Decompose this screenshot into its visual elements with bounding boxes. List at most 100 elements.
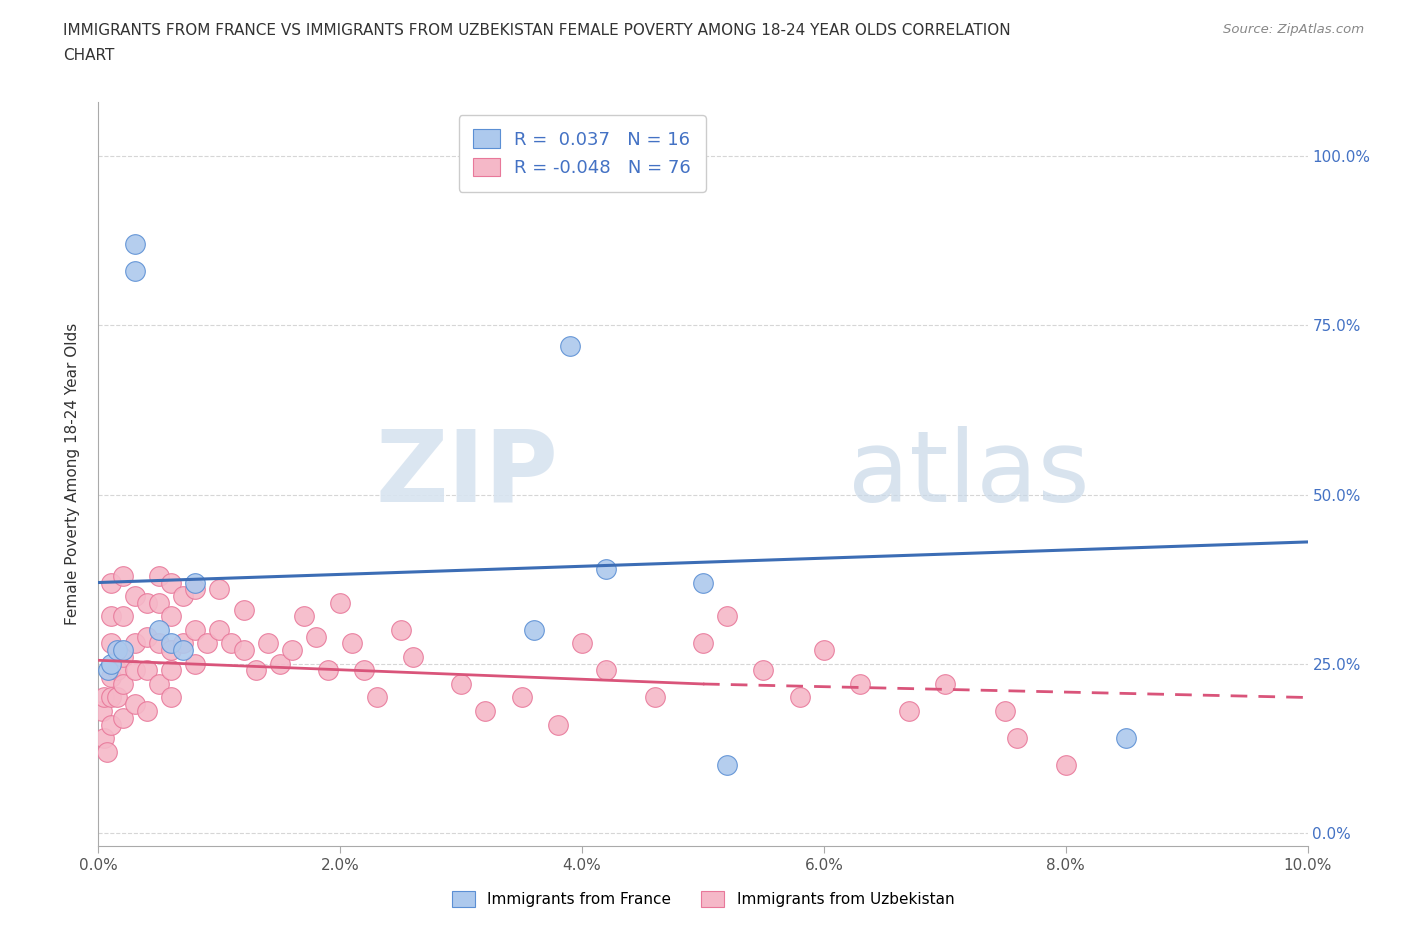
Point: [124, 636, 146, 651]
Point: [256, 636, 278, 651]
Point: [135, 595, 157, 610]
Point: [124, 663, 146, 678]
Point: [305, 630, 328, 644]
Point: [716, 758, 738, 773]
Point: [1115, 731, 1137, 746]
Point: [752, 663, 775, 678]
Point: [316, 663, 339, 678]
Point: [353, 663, 375, 678]
Point: [135, 630, 157, 644]
Point: [402, 649, 425, 664]
Point: [184, 657, 207, 671]
Point: [184, 582, 207, 597]
Point: [105, 663, 128, 678]
Point: [111, 609, 134, 624]
Point: [100, 636, 122, 651]
Point: [124, 264, 146, 279]
Point: [160, 663, 183, 678]
Point: [100, 717, 122, 732]
Point: [329, 595, 352, 610]
Point: [292, 609, 315, 624]
Point: [111, 649, 134, 664]
Point: [366, 690, 388, 705]
Point: [100, 609, 122, 624]
Text: Source: ZipAtlas.com: Source: ZipAtlas.com: [1223, 23, 1364, 36]
Point: [172, 636, 194, 651]
Point: [96, 744, 118, 759]
Point: [148, 595, 170, 610]
Point: [160, 609, 183, 624]
Point: [547, 717, 569, 732]
Text: CHART: CHART: [63, 48, 115, 63]
Point: [148, 676, 170, 691]
Text: atlas: atlas: [848, 426, 1090, 523]
Point: [692, 575, 714, 590]
Point: [450, 676, 472, 691]
Point: [195, 636, 218, 651]
Point: [232, 643, 254, 658]
Point: [97, 663, 120, 678]
Point: [111, 711, 134, 725]
Point: [172, 589, 194, 604]
Y-axis label: Female Poverty Among 18-24 Year Olds: Female Poverty Among 18-24 Year Olds: [65, 324, 80, 625]
Point: [148, 636, 170, 651]
Legend: R =  0.037   N = 16, R = -0.048   N = 76: R = 0.037 N = 16, R = -0.048 N = 76: [458, 115, 706, 192]
Point: [245, 663, 267, 678]
Point: [111, 643, 134, 658]
Point: [994, 704, 1017, 719]
Point: [221, 636, 243, 651]
Point: [105, 643, 128, 658]
Point: [184, 622, 207, 637]
Point: [644, 690, 666, 705]
Point: [595, 562, 617, 577]
Point: [91, 704, 114, 719]
Point: [269, 657, 291, 671]
Point: [93, 731, 115, 746]
Point: [342, 636, 364, 651]
Point: [897, 704, 920, 719]
Point: [208, 622, 231, 637]
Point: [208, 582, 231, 597]
Point: [160, 575, 183, 590]
Point: [813, 643, 835, 658]
Point: [111, 568, 134, 583]
Point: [692, 636, 714, 651]
Point: [100, 690, 122, 705]
Point: [100, 575, 122, 590]
Point: [849, 676, 872, 691]
Point: [232, 602, 254, 617]
Point: [160, 643, 183, 658]
Point: [135, 704, 157, 719]
Point: [1007, 731, 1029, 746]
Legend: Immigrants from France, Immigrants from Uzbekistan: Immigrants from France, Immigrants from …: [446, 884, 960, 913]
Point: [135, 663, 157, 678]
Point: [100, 657, 122, 671]
Point: [160, 636, 183, 651]
Point: [148, 568, 170, 583]
Point: [124, 237, 146, 252]
Point: [558, 339, 581, 353]
Point: [105, 690, 128, 705]
Point: [281, 643, 304, 658]
Point: [111, 676, 134, 691]
Point: [1054, 758, 1077, 773]
Point: [510, 690, 533, 705]
Point: [124, 697, 146, 711]
Point: [148, 622, 170, 637]
Point: [934, 676, 956, 691]
Point: [571, 636, 593, 651]
Text: ZIP: ZIP: [375, 426, 558, 523]
Point: [595, 663, 617, 678]
Point: [172, 643, 194, 658]
Point: [523, 622, 546, 637]
Point: [100, 670, 122, 684]
Point: [124, 589, 146, 604]
Point: [389, 622, 412, 637]
Point: [474, 704, 496, 719]
Point: [184, 575, 207, 590]
Text: IMMIGRANTS FROM FRANCE VS IMMIGRANTS FROM UZBEKISTAN FEMALE POVERTY AMONG 18-24 : IMMIGRANTS FROM FRANCE VS IMMIGRANTS FRO…: [63, 23, 1011, 38]
Point: [789, 690, 811, 705]
Point: [93, 690, 115, 705]
Point: [716, 609, 738, 624]
Point: [160, 690, 183, 705]
